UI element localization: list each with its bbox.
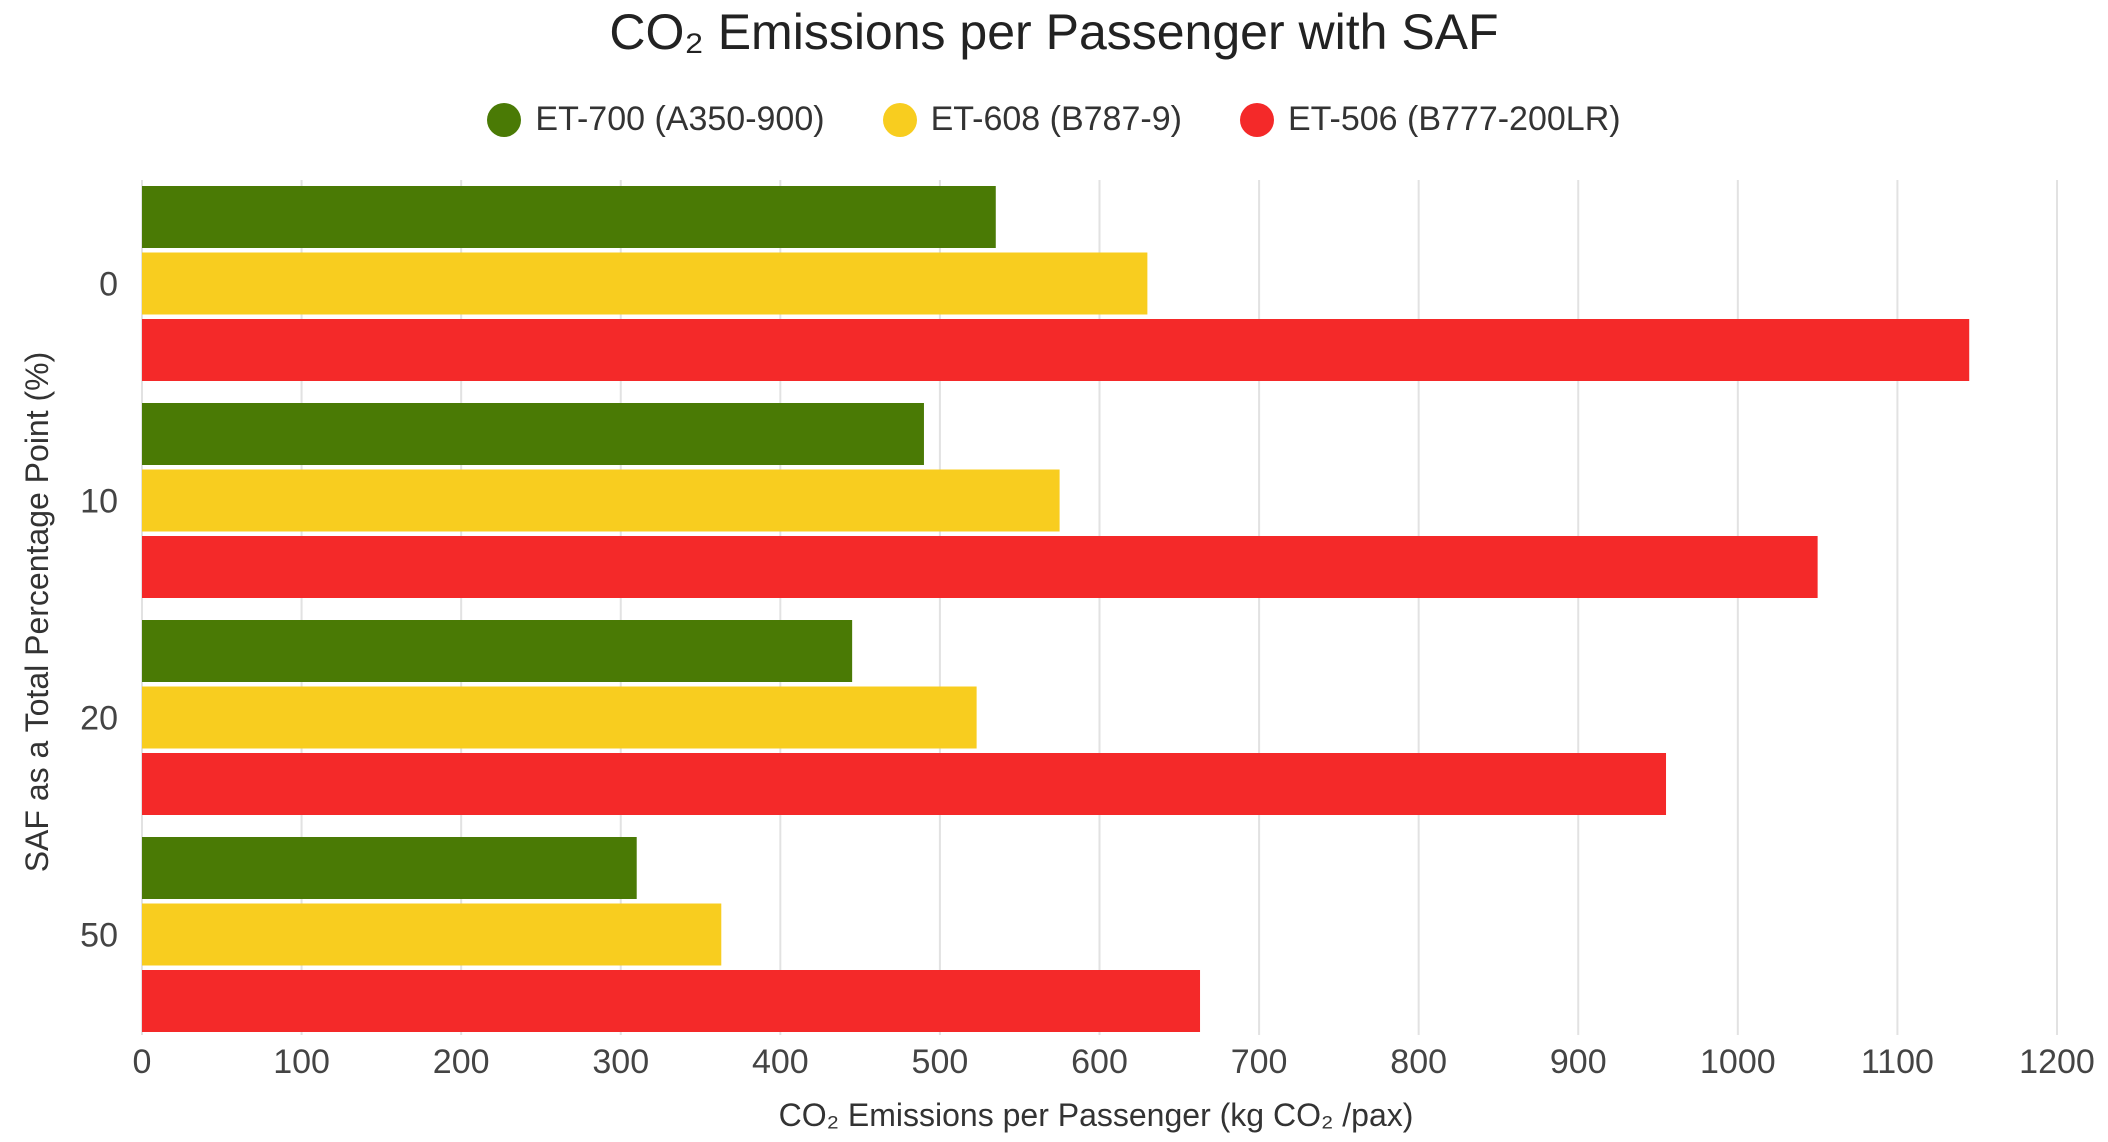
- bar-20-series-0: [142, 620, 853, 682]
- x-tick-label: 600: [1071, 1043, 1128, 1081]
- legend-item-series-0: ET-700 (A350-900): [487, 100, 825, 139]
- chart-title: CO₂ Emissions per Passenger with SAF: [609, 4, 1499, 60]
- bar-20-series-1: [142, 686, 977, 749]
- x-tick-label: 1000: [1700, 1043, 1776, 1081]
- tick-labels: 0 100 200 300 400 500 600 700 800 900 1000 1100 1200…: [80, 266, 2095, 1082]
- x-tick-label: 1100: [1861, 1043, 1934, 1081]
- y-tick-label: 10: [80, 483, 118, 521]
- x-tick-label: 700: [1231, 1043, 1288, 1081]
- bar-50-series-0: [142, 837, 637, 899]
- bar-10-series-2: [142, 536, 1818, 598]
- x-tick-label: 500: [912, 1043, 969, 1081]
- x-tick-label: 200: [433, 1043, 490, 1081]
- bar-50-series-1: [142, 903, 722, 966]
- y-tick-label: 20: [80, 700, 118, 738]
- y-axis-label: SAF as a Total Percentage Point (%): [19, 352, 55, 873]
- y-tick-label: 50: [80, 917, 118, 955]
- legend-swatch-series-2: [1239, 102, 1274, 137]
- x-tick-label: 300: [592, 1043, 649, 1081]
- bar-20-series-2: [142, 753, 1667, 815]
- legend-label-series-1: ET-608 (B787-9): [930, 100, 1182, 138]
- legend: ET-700 (A350-900) ET-608 (B787-9) ET-506…: [0, 100, 2108, 139]
- legend-label-series-2: ET-506 (B777-200LR): [1287, 100, 1621, 138]
- x-tick-label: 400: [752, 1043, 809, 1081]
- bar-50-series-2: [142, 970, 1201, 1032]
- x-tick-label: 900: [1550, 1043, 1607, 1081]
- legend-swatch-series-0: [487, 102, 522, 137]
- legend-item-series-1: ET-608 (B787-9): [882, 100, 1182, 139]
- y-tick-label: 0: [99, 266, 118, 304]
- legend-swatch-series-1: [882, 102, 917, 137]
- x-tick-label: 1200: [2019, 1043, 2095, 1081]
- bar-0-series-0: [142, 186, 996, 248]
- bar-10-series-0: [142, 403, 924, 465]
- x-tick-label: 0: [133, 1043, 152, 1081]
- legend-item-series-2: ET-506 (B777-200LR): [1239, 100, 1621, 139]
- bar-0-series-2: [142, 319, 1970, 381]
- legend-label-series-0: ET-700 (A350-900): [535, 100, 825, 138]
- x-axis-label: CO₂ Emissions per Passenger (kg CO₂ /pax…: [779, 1097, 1414, 1133]
- bars: [142, 186, 1970, 1032]
- bar-0-series-1: [142, 252, 1148, 315]
- x-tick-label: 100: [273, 1043, 330, 1081]
- bar-10-series-1: [142, 469, 1060, 532]
- x-tick-label: 800: [1390, 1043, 1447, 1081]
